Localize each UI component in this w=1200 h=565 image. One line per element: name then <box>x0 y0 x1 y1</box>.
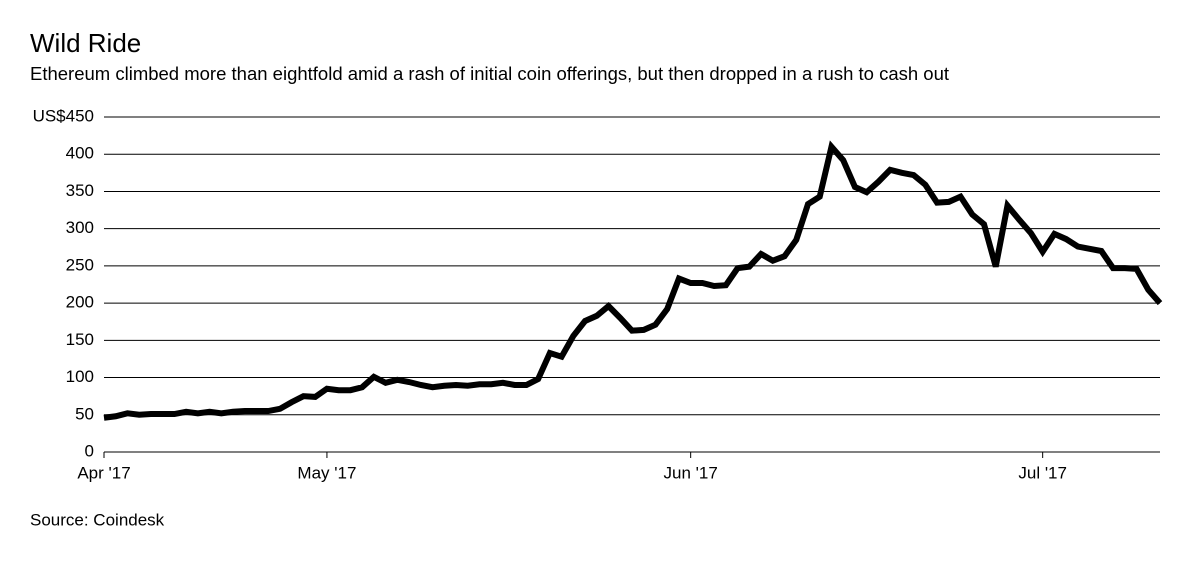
y-tick-label: 50 <box>75 404 94 423</box>
x-tick-label: Apr '17 <box>77 463 130 482</box>
y-tick-label: 150 <box>66 330 94 349</box>
data-line <box>103 140 1163 421</box>
y-tick-label: 0 <box>85 441 94 460</box>
y-tick-label: 200 <box>66 293 94 312</box>
x-tick-label: May '17 <box>297 463 356 482</box>
y-tick-label: 400 <box>66 144 94 163</box>
chart-title: Wild Ride <box>30 28 141 58</box>
x-tick-label: Jun '17 <box>664 463 718 482</box>
chart-subtitle: Ethereum climbed more than eightfold ami… <box>30 63 949 84</box>
y-tick-label: 350 <box>66 181 94 200</box>
y-tick-label: 300 <box>66 218 94 237</box>
y-tick-label: 250 <box>66 255 94 274</box>
y-tick-label: 100 <box>66 367 94 386</box>
x-tick-label: Jul '17 <box>1018 463 1067 482</box>
y-tick-label: US$450 <box>33 106 94 125</box>
source: Source: Coindesk <box>30 510 165 529</box>
